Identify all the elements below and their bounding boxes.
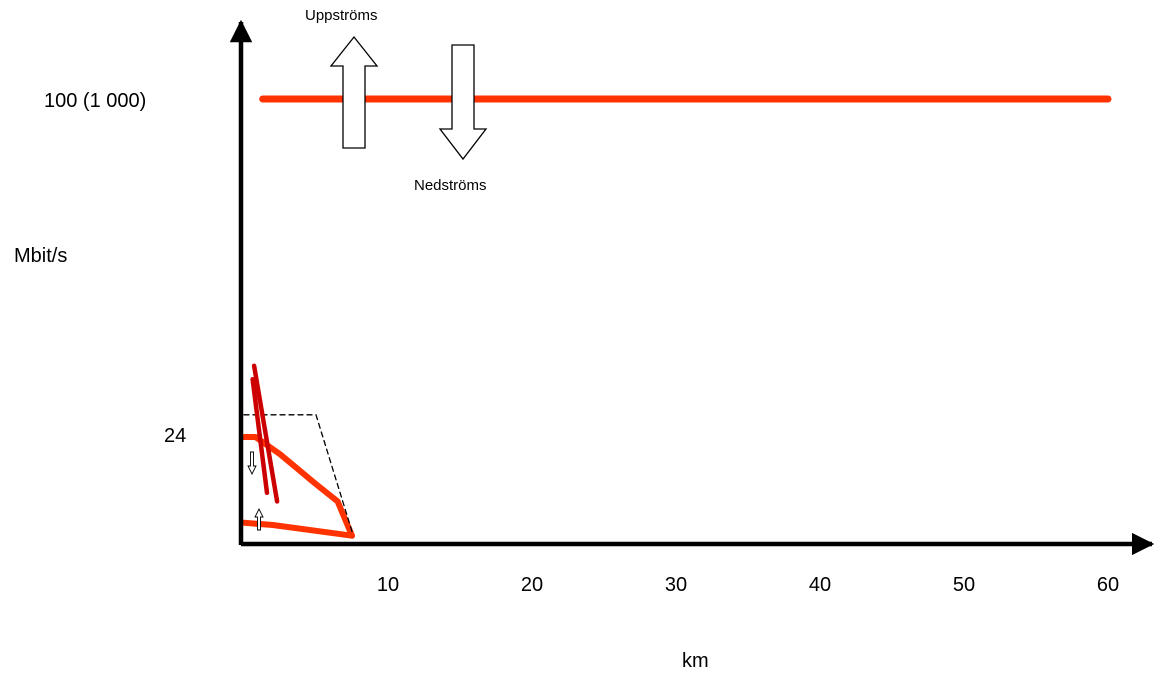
series-line-dsl-upstream-2 <box>241 519 355 539</box>
series-layer <box>241 95 1112 539</box>
upstream-arrow-icon <box>329 35 379 149</box>
x-tick-label-50: 50 <box>952 574 976 596</box>
y-tick-label-100: 100 (1 000) <box>44 90 147 112</box>
series-line-range-marker-5 <box>250 376 270 496</box>
mini-up-arrow-icon <box>254 507 264 531</box>
series-line-range-marker-4 <box>251 363 280 504</box>
upstream-label: Uppströms <box>305 7 378 24</box>
y-axis-title: Mbit/s <box>14 245 68 267</box>
direction-arrows <box>329 35 488 161</box>
y-tick-label-24: 24 <box>164 425 187 447</box>
downstream-label: Nedströms <box>414 177 487 194</box>
downstream-arrow-icon <box>438 44 488 161</box>
series-line-max-envelope-3 <box>243 414 353 533</box>
axes <box>229 19 1155 556</box>
x-tick-label-20: 20 <box>520 574 544 596</box>
series-line-dsl-downstream-1 <box>241 434 355 539</box>
mini-arrows <box>247 451 264 531</box>
x-tick-label-30: 30 <box>664 574 688 596</box>
x-tick-label-10: 10 <box>376 574 400 596</box>
x-tick-label-40: 40 <box>808 574 832 596</box>
x-axis-title: km <box>682 650 709 672</box>
mini-down-arrow-icon <box>247 451 257 476</box>
x-tick-label-60: 60 <box>1096 574 1120 596</box>
